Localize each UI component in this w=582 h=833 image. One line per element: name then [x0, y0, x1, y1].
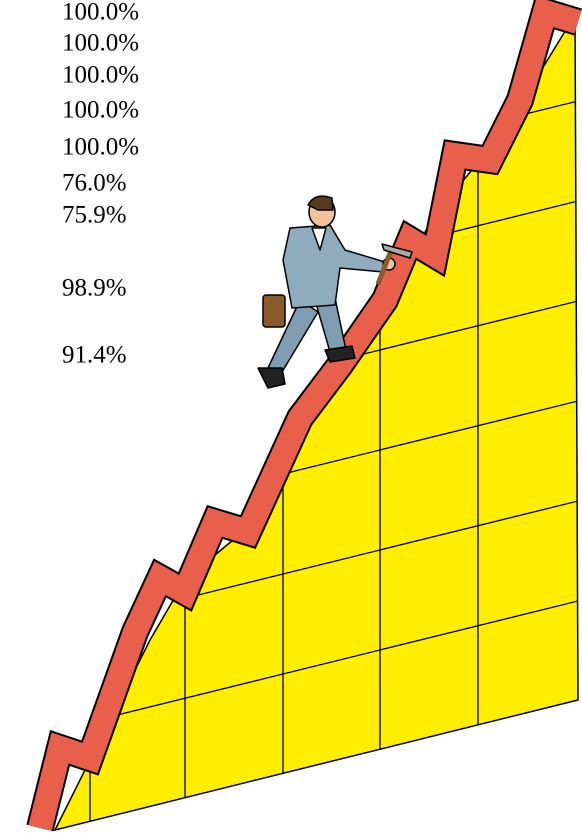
percent-label: 75.9%	[62, 202, 127, 229]
page: {"labels": ["100.0%", "100.0%", "100.0%"…	[0, 0, 582, 833]
percent-label: 98.9%	[62, 275, 127, 302]
percent-label: 100.0%	[62, 0, 139, 26]
percent-label: 100.0%	[62, 62, 139, 89]
percent-label: 100.0%	[62, 30, 139, 57]
percent-label: 76.0%	[62, 170, 127, 197]
percent-label: 100.0%	[62, 97, 139, 124]
percent-labels: 100.0% 100.0% 100.0% 100.0% 100.0% 76.0%…	[62, 0, 139, 369]
percent-label: 91.4%	[62, 342, 127, 369]
illustration: 100.0% 100.0% 100.0% 100.0% 100.0% 76.0%…	[0, 0, 582, 833]
percent-label: 100.0%	[62, 134, 139, 161]
